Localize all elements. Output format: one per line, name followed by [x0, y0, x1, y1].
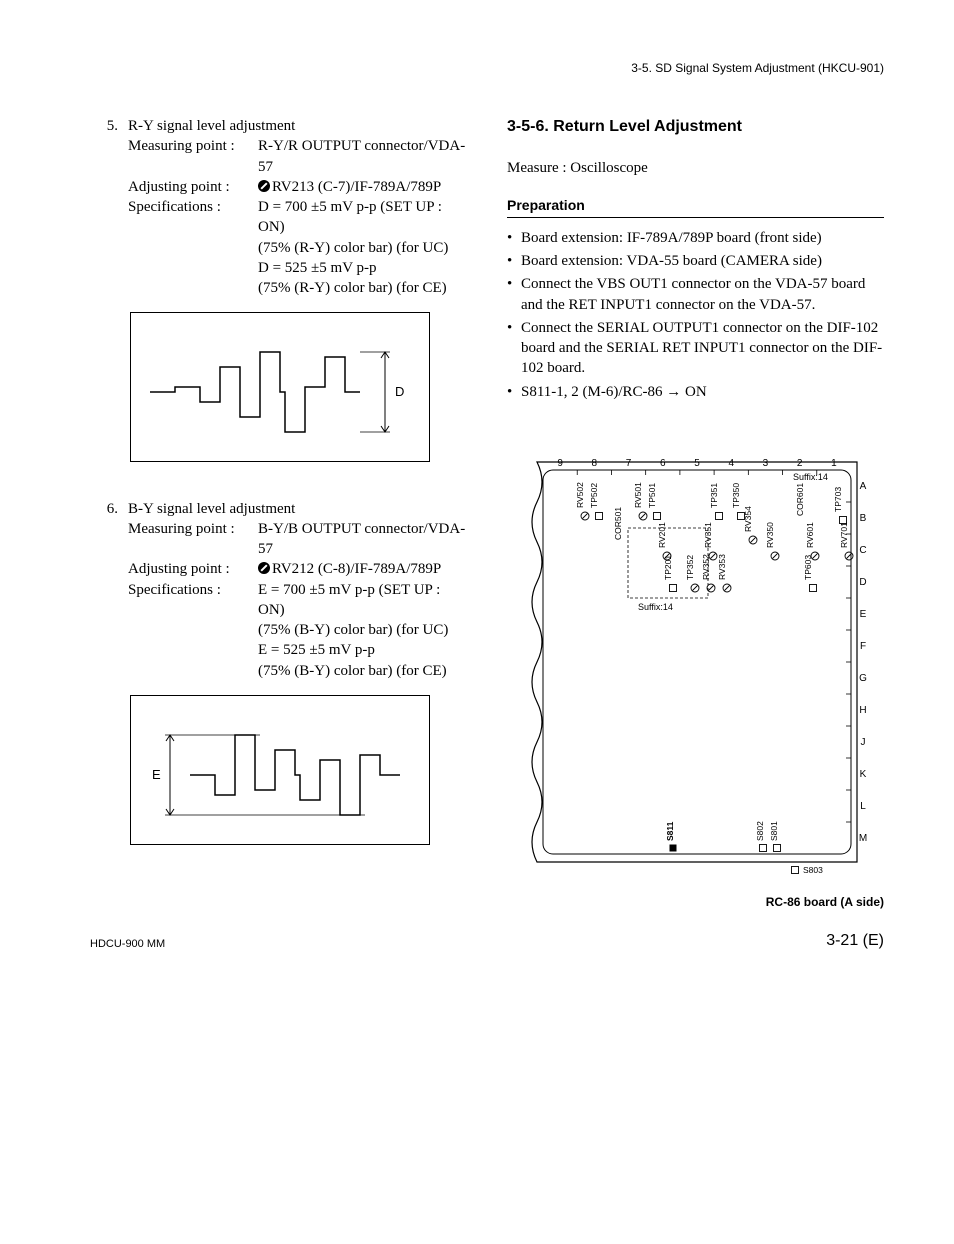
svg-text:TP502: TP502 [589, 483, 599, 508]
spec-line: D = 525 ±5 mV p-p [258, 258, 467, 278]
svg-text:RV201: RV201 [657, 522, 667, 548]
svg-text:RV350: RV350 [765, 522, 775, 548]
svg-text:Suffix:14: Suffix:14 [793, 472, 828, 482]
content-columns: 5. R-Y signal level adjustment Measuring… [90, 116, 884, 910]
left-column: 5. R-Y signal level adjustment Measuring… [90, 116, 467, 910]
page-header: 3-5. SD Signal System Adjustment (HKCU-9… [90, 60, 884, 76]
svg-text:S811: S811 [665, 821, 675, 841]
board-caption: RC-86 board (A side) [507, 894, 884, 910]
step-number: 6. [90, 499, 128, 681]
footer-left: HDCU-900 MM [90, 937, 165, 952]
page-footer: HDCU-900 MM 3-21 (E) [90, 930, 884, 952]
svg-text:COR601: COR601 [795, 483, 805, 516]
measure-line: Measure : Oscilloscope [507, 158, 884, 178]
svg-text:1: 1 [831, 458, 837, 469]
prep-item: S811-1, 2 (M-6)/RC-86 → ON [507, 382, 884, 402]
spec-value: D = 700 ±5 mV p-p (SET UP : ON) [258, 197, 467, 238]
svg-text:2: 2 [797, 458, 803, 469]
svg-text:TP350: TP350 [731, 483, 741, 508]
measuring-value: R-Y/R OUTPUT connector/VDA-57 [258, 136, 467, 177]
measuring-label: Measuring point : [128, 519, 258, 560]
svg-text:9: 9 [557, 458, 563, 469]
prep-item: Connect the SERIAL OUTPUT1 connector on … [507, 318, 884, 379]
spec-line: (75% (R-Y) color bar) (for UC) [258, 238, 467, 258]
wave-label-d: D [395, 384, 404, 399]
prep-item: Connect the VBS OUT1 connector on the VD… [507, 274, 884, 315]
svg-text:TP703: TP703 [833, 487, 843, 512]
spec-label: Specifications : [128, 580, 258, 621]
svg-text:L: L [860, 801, 866, 812]
step-5: 5. R-Y signal level adjustment Measuring… [90, 116, 467, 298]
svg-text:E: E [860, 609, 867, 620]
spec-line: (75% (B-Y) color bar) (for UC) [258, 620, 467, 640]
measuring-value: B-Y/B OUTPUT connector/VDA-57 [258, 519, 467, 560]
svg-text:C: C [859, 545, 866, 556]
section-title: 3-5-6. Return Level Adjustment [507, 116, 884, 138]
pcb-diagram: 9 8 7 6 5 4 3 2 1 A B C D E F G H J K L M Suffix:14 Suffix:14 R… [507, 442, 884, 910]
svg-text:RV501: RV501 [633, 482, 643, 508]
svg-text:5: 5 [694, 458, 700, 469]
adjusting-value: RV212 (C-8)/IF-789A/789P [272, 561, 441, 577]
prep-item: Board extension: IF-789A/789P board (fro… [507, 228, 884, 248]
svg-text:RV351: RV351 [703, 522, 713, 548]
spec-line: (75% (B-Y) color bar) (for CE) [258, 661, 467, 681]
wave-label-e: E [152, 767, 161, 782]
svg-text:S802: S802 [755, 821, 765, 841]
spec-line: (75% (R-Y) color bar) (for CE) [258, 278, 467, 298]
adjusting-label: Adjusting point : [128, 559, 258, 579]
preparation-list: Board extension: IF-789A/789P board (fro… [507, 228, 884, 402]
measuring-label: Measuring point : [128, 136, 258, 177]
prep-item: Board extension: VDA-55 board (CAMERA si… [507, 251, 884, 271]
right-column: 3-5-6. Return Level Adjustment Measure :… [507, 116, 884, 910]
svg-text:K: K [860, 769, 867, 780]
svg-text:J: J [861, 737, 866, 748]
svg-text:RV352: RV352 [701, 554, 711, 580]
svg-text:M: M [859, 833, 867, 844]
svg-text:COR501: COR501 [613, 507, 623, 540]
svg-text:RV701: RV701 [839, 522, 849, 548]
svg-text:8: 8 [592, 458, 598, 469]
svg-text:A: A [860, 481, 867, 492]
step-6: 6. B-Y signal level adjustment Measuring… [90, 499, 467, 681]
svg-text:RV502: RV502 [575, 482, 585, 508]
svg-text:7: 7 [626, 458, 632, 469]
svg-text:B: B [860, 513, 867, 524]
svg-text:TP351: TP351 [709, 483, 719, 508]
svg-text:TP201: TP201 [663, 555, 673, 580]
svg-text:RV601: RV601 [805, 522, 815, 548]
svg-text:TP501: TP501 [647, 483, 657, 508]
waveform-e: E [130, 695, 467, 851]
adjusting-value: RV213 (C-7)/IF-789A/789P [272, 179, 441, 195]
step-number: 5. [90, 116, 128, 298]
spec-label: Specifications : [128, 197, 258, 238]
screwdriver-icon [258, 180, 270, 192]
svg-text:3: 3 [763, 458, 769, 469]
svg-text:S803: S803 [803, 865, 823, 875]
svg-text:4: 4 [728, 458, 734, 469]
svg-text:RV354: RV354 [743, 506, 753, 532]
svg-text:S801: S801 [769, 821, 779, 841]
svg-text:6: 6 [660, 458, 666, 469]
svg-text:Suffix:14: Suffix:14 [638, 602, 673, 612]
screwdriver-icon [258, 562, 270, 574]
spec-value: E = 700 ±5 mV p-p (SET UP : ON) [258, 580, 467, 621]
waveform-d: D [130, 312, 467, 468]
svg-text:H: H [859, 705, 866, 716]
step-title: B-Y signal level adjustment [128, 499, 467, 519]
svg-text:D: D [859, 577, 866, 588]
footer-right: 3-21 (E) [826, 930, 884, 952]
svg-text:RV353: RV353 [717, 554, 727, 580]
svg-text:TP603: TP603 [803, 555, 813, 580]
svg-text:G: G [859, 673, 867, 684]
svg-text:F: F [860, 641, 866, 652]
spec-line: E = 525 ±5 mV p-p [258, 640, 467, 660]
preparation-heading: Preparation [507, 196, 884, 218]
adjusting-label: Adjusting point : [128, 177, 258, 197]
svg-text:TP352: TP352 [685, 555, 695, 580]
step-title: R-Y signal level adjustment [128, 116, 467, 136]
